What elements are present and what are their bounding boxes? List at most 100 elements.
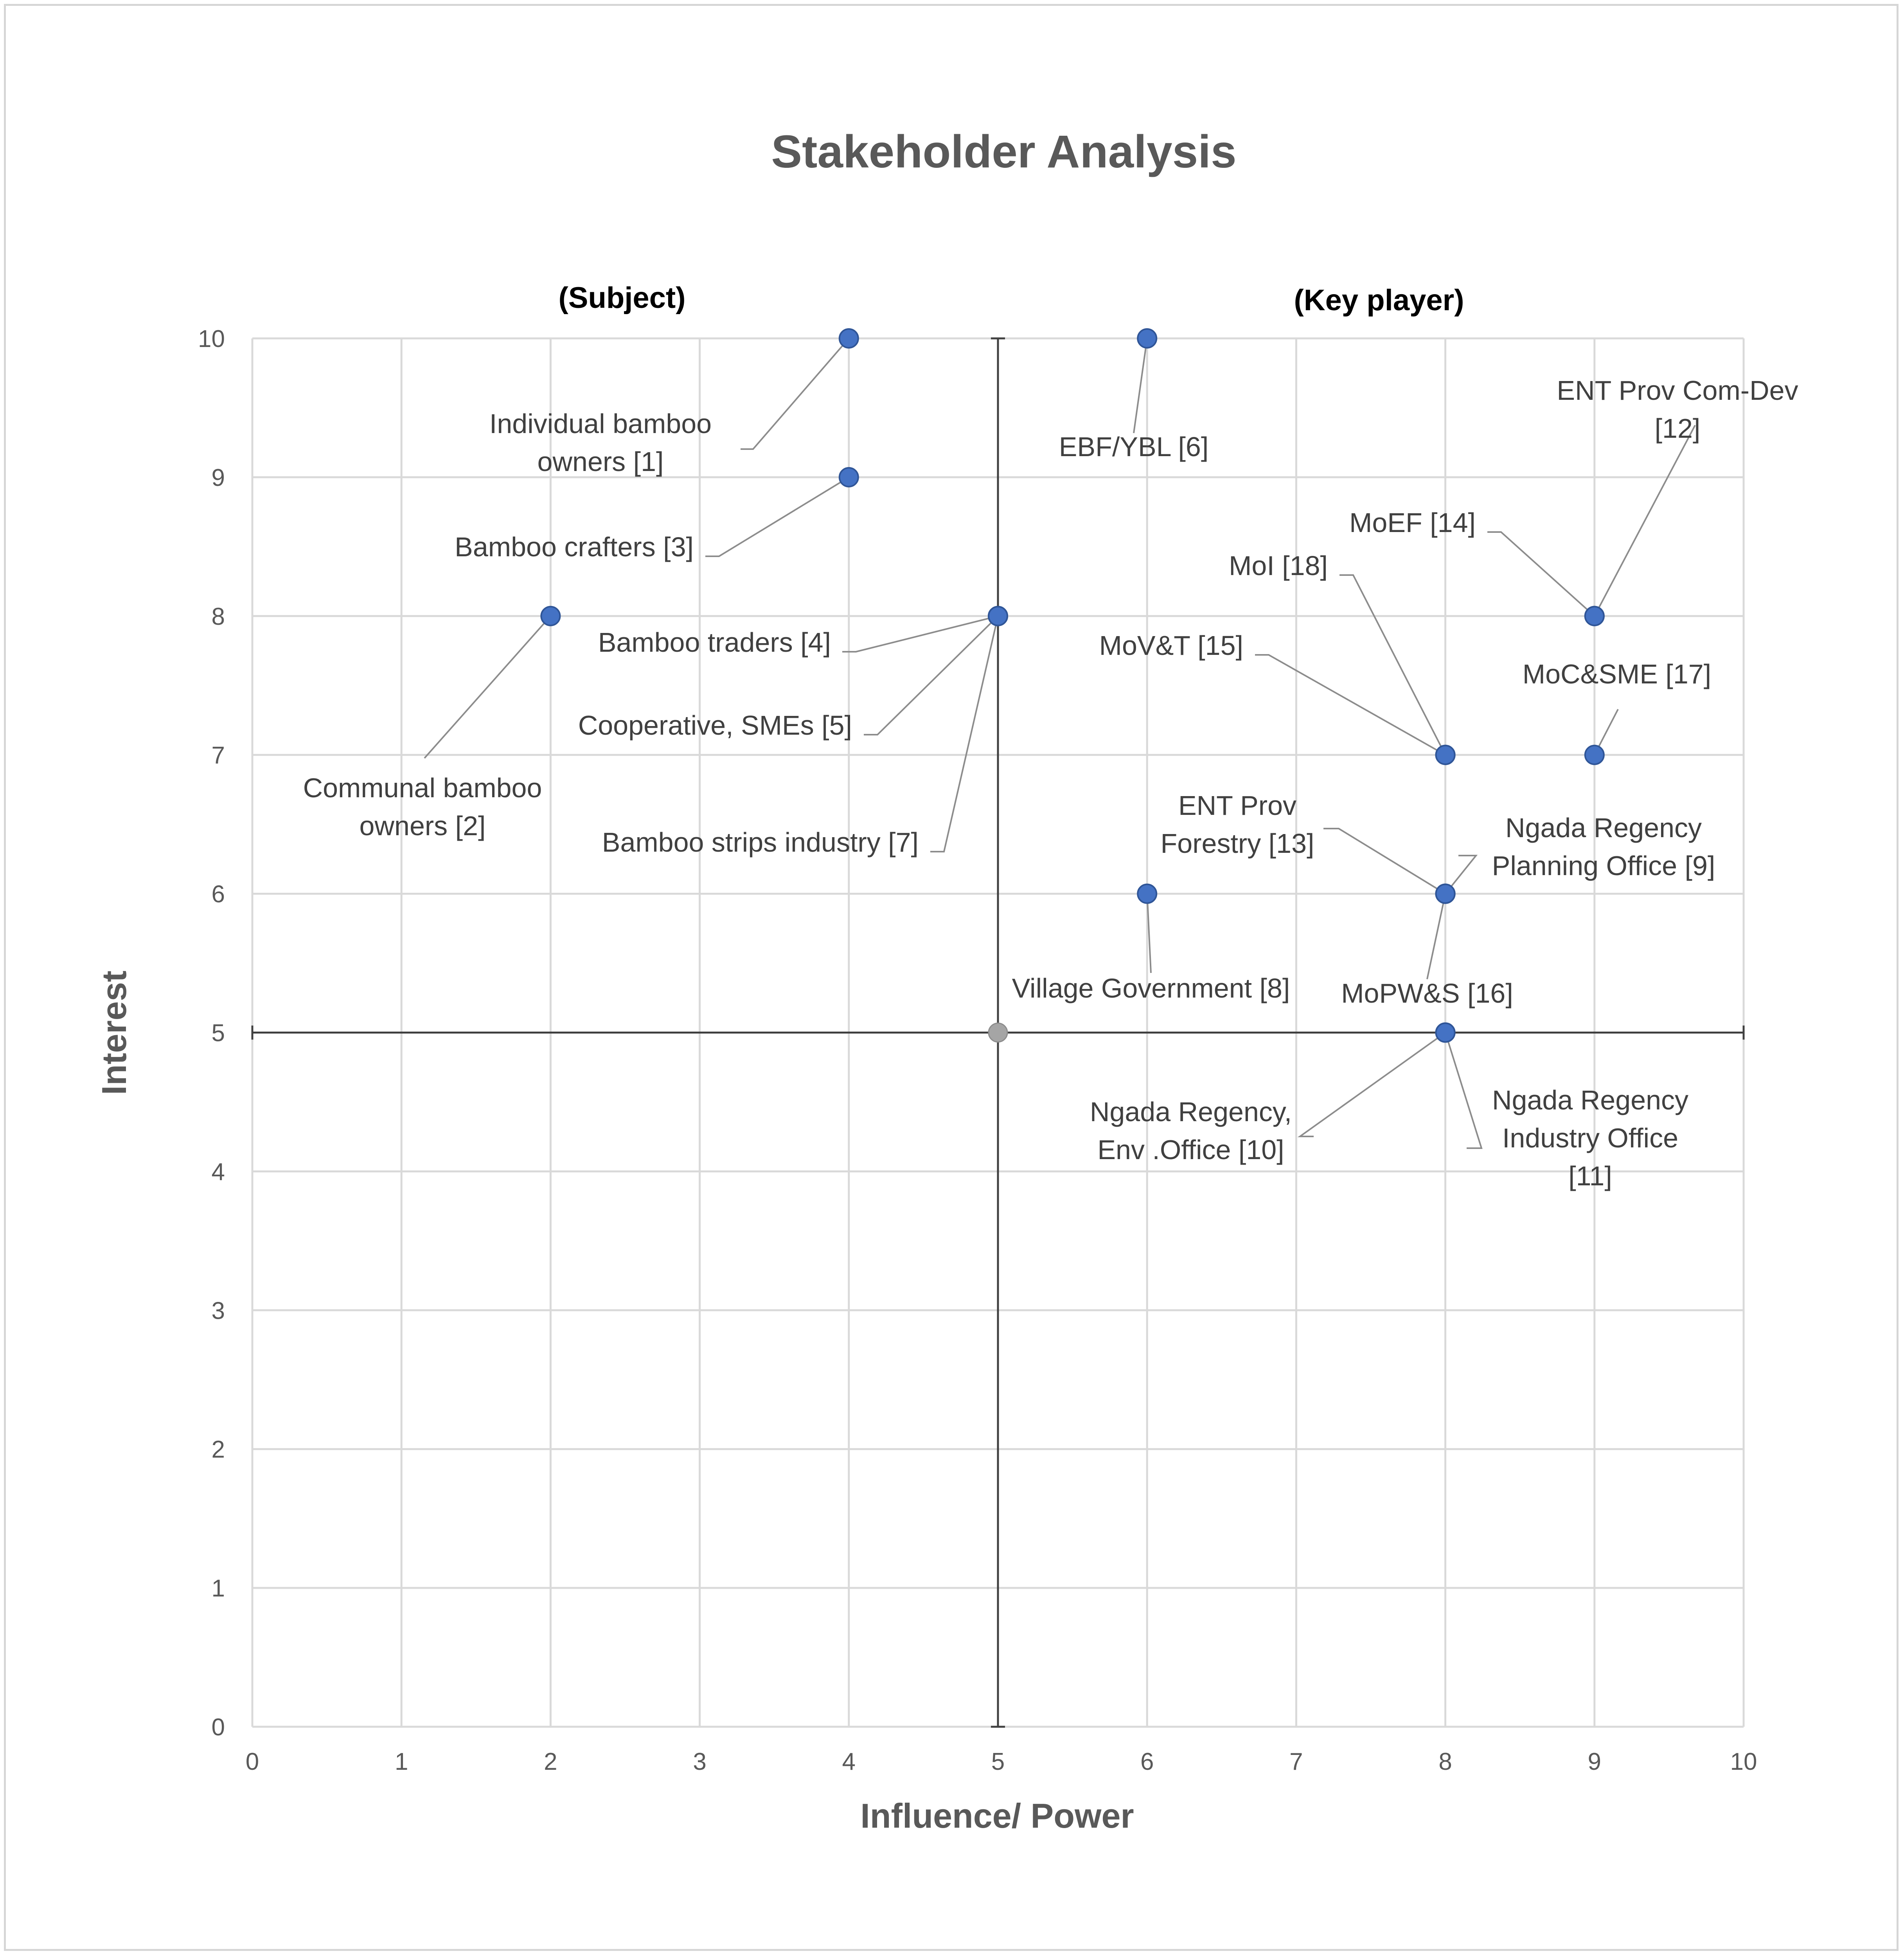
x-tick-label: 8	[1438, 1748, 1452, 1775]
x-tick-label: 3	[693, 1748, 706, 1775]
y-tick-label: 9	[212, 464, 225, 491]
y-tick-label: 0	[212, 1714, 225, 1741]
data-point-6	[1137, 328, 1158, 349]
data-points	[540, 328, 1605, 1043]
leader-line-4	[842, 615, 998, 653]
data-label-1: Individual bamboo owners [1]	[489, 408, 712, 477]
data-label-13: ENT Prov Forestry [13]	[1161, 790, 1314, 859]
reference-point	[988, 1023, 1008, 1043]
y-tick-label: 6	[212, 881, 225, 908]
data-label-line: Bamboo crafters [3]	[455, 532, 694, 562]
data-label-16: MoPW&S [16]	[1341, 978, 1513, 1009]
data-point-11	[1435, 1022, 1456, 1043]
data-label-2: Communal bamboo owners [2]	[303, 773, 542, 841]
y-tick-label: 2	[212, 1436, 225, 1463]
y-tick-label: 8	[212, 603, 225, 630]
x-axis-title: Influence/ Power	[860, 1796, 1134, 1835]
data-label-line: ENT Prov	[1178, 790, 1296, 821]
leader-line-18	[1339, 574, 1446, 755]
y-tick-label: 10	[198, 325, 225, 352]
data-point-16	[1435, 883, 1456, 904]
data-label-8: Village Government [8]	[1012, 973, 1290, 1003]
data-point-7	[988, 606, 1008, 626]
data-label-line: Planning Office [9]	[1492, 850, 1715, 881]
data-label-line: [12]	[1655, 413, 1701, 444]
data-label-11: Ngada Regency Industry Office [11]	[1492, 1085, 1688, 1191]
data-label-line: Individual bamboo	[489, 408, 712, 439]
x-tick-label: 10	[1730, 1748, 1757, 1775]
data-label-3: Bamboo crafters [3]	[455, 532, 694, 562]
data-label-line: MoV&T [15]	[1099, 630, 1243, 661]
leader-line-16	[1426, 894, 1446, 980]
x-tick-label: 7	[1289, 1748, 1303, 1775]
data-label-line: Bamboo traders [4]	[598, 627, 831, 658]
leader-line-10	[1297, 1032, 1446, 1137]
data-label-line: [11]	[1568, 1161, 1612, 1191]
data-label-line: Env .Office [10]	[1097, 1134, 1284, 1165]
data-label-line: Cooperative, SMEs [5]	[578, 710, 852, 741]
x-tick-label: 9	[1588, 1748, 1601, 1775]
y-tick-label: 7	[212, 742, 225, 769]
data-label-12: ENT Prov Com-Dev [12]	[1557, 375, 1798, 444]
data-point-2	[540, 606, 561, 626]
data-label-line: MoEF [14]	[1349, 507, 1476, 538]
data-point-14	[1584, 606, 1605, 626]
leader-line-6	[1133, 338, 1148, 433]
y-axis-title: Interest	[95, 971, 133, 1095]
leader-line-8	[1146, 894, 1152, 973]
data-label-7: Bamboo strips industry [7]	[602, 827, 919, 858]
leader-line-11	[1444, 1032, 1483, 1149]
data-label-line: MoC&SME [17]	[1523, 659, 1711, 689]
x-tick-label: 6	[1140, 1748, 1154, 1775]
leader-line-15	[1255, 654, 1446, 756]
axis-ticks: 0 1 2 3 4 5 6 7 8 9 10 0 1 2 3 4 5 6 7 8 9 10	[198, 325, 1757, 1775]
quadrant-label-key-player: (Key player)	[1294, 284, 1464, 317]
data-label-10: Ngada Regency, Env .Office [10]	[1090, 1097, 1292, 1165]
data-label-15: MoV&T [15]	[1099, 630, 1243, 661]
x-tick-label: 2	[544, 1748, 557, 1775]
data-label-line: owners [1]	[538, 446, 664, 477]
data-label-line: Ngada Regency	[1505, 813, 1702, 843]
chart-frame	[4, 4, 1899, 1951]
leader-line-9	[1445, 855, 1478, 894]
leader-line-5	[864, 615, 999, 735]
data-label-line: ENT Prov Com-Dev	[1557, 375, 1798, 406]
data-point-18	[1435, 744, 1456, 765]
data-label-17: MoC&SME [17]	[1523, 659, 1711, 689]
data-label-line: Ngada Regency,	[1090, 1097, 1292, 1127]
x-tick-label: 5	[991, 1748, 1005, 1775]
data-label-line: MoPW&S [16]	[1341, 978, 1513, 1009]
y-tick-label: 4	[212, 1158, 225, 1185]
data-point-1	[838, 328, 859, 349]
quadrant-label-subject: (Subject)	[558, 281, 685, 315]
x-tick-label: 0	[246, 1748, 259, 1775]
leader-line-3	[705, 476, 849, 557]
y-tick-label: 3	[212, 1297, 225, 1324]
x-tick-label: 1	[395, 1748, 408, 1775]
label-leader-lines	[424, 338, 1696, 1149]
data-label-4: Bamboo traders [4]	[598, 627, 831, 658]
data-label-line: Village Government [8]	[1012, 973, 1290, 1003]
data-label-line: owners [2]	[360, 811, 486, 841]
leader-line-2	[424, 615, 551, 759]
data-label-line: Forestry [13]	[1161, 828, 1314, 859]
x-tick-label: 4	[842, 1748, 856, 1775]
data-labels: Individual bamboo owners [1] Communal bamb…	[303, 375, 1798, 1191]
data-label-18: MoI [18]	[1229, 550, 1328, 581]
data-label-line: Communal bamboo	[303, 773, 542, 803]
data-label-line: Ngada Regency	[1492, 1085, 1688, 1115]
data-point-8	[1137, 883, 1158, 904]
data-label-line: Bamboo strips industry [7]	[602, 827, 919, 858]
y-tick-label: 1	[212, 1575, 225, 1602]
y-tick-label: 5	[212, 1020, 225, 1047]
data-label-14: MoEF [14]	[1349, 507, 1476, 538]
data-label-line: Industry Office	[1502, 1123, 1678, 1153]
data-label-line: MoI [18]	[1229, 550, 1328, 581]
data-point-17	[1584, 744, 1605, 765]
leader-line-1	[741, 338, 850, 450]
leader-line-7	[930, 616, 999, 852]
data-point-3	[838, 467, 859, 487]
data-label-line: EBF/YBL [6]	[1059, 431, 1209, 462]
data-label-6: EBF/YBL [6]	[1059, 431, 1209, 462]
